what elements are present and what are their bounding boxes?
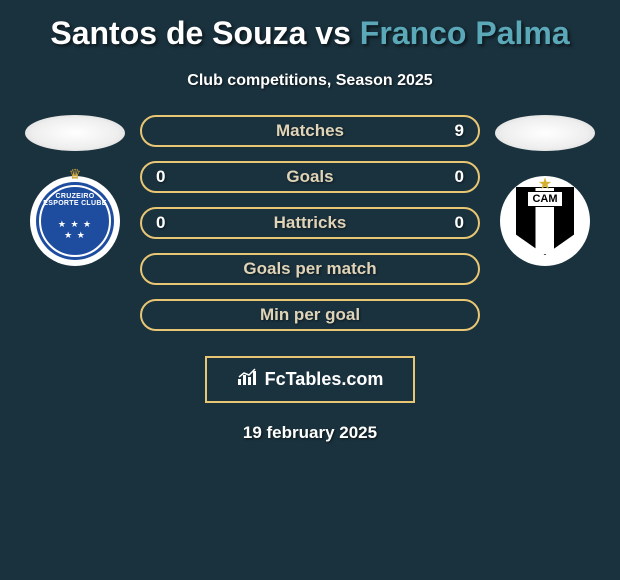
stat-bar-hattricks: 0 Hattricks 0 (140, 207, 480, 239)
stats-column: Matches 9 0 Goals 0 0 Hattricks 0 Goals … (140, 115, 480, 331)
player2-name: Franco Palma (360, 15, 570, 51)
chart-icon (237, 368, 259, 391)
stat-label: Goals per match (243, 259, 376, 279)
stat-label: Matches (276, 121, 344, 141)
stat-label: Min per goal (260, 305, 360, 325)
stat-bar-matches: Matches 9 (140, 115, 480, 147)
player2-avatar-placeholder (495, 115, 595, 151)
brand-text: FcTables.com (265, 369, 384, 390)
subtitle: Club competitions, Season 2025 (187, 72, 432, 90)
brand-box: FcTables.com (205, 356, 416, 403)
date-text: 19 february 2025 (243, 423, 377, 443)
stat-label: Goals (286, 167, 333, 187)
cruzeiro-crest: ♛ ★ ★ ★★ ★ (30, 176, 120, 266)
main-row: ♛ ★ ★ ★★ ★ Matches 9 0 Goals 0 0 Hattric… (0, 115, 620, 331)
vs-text: vs (315, 15, 351, 51)
cruzeiro-inner: ★ ★ ★★ ★ (39, 185, 111, 257)
stat-label: Hattricks (274, 213, 347, 233)
atletico-shield: CAM (516, 187, 574, 255)
stat-right: 0 (434, 167, 464, 187)
crown-icon: ♛ (69, 166, 82, 183)
stat-bar-goals: 0 Goals 0 (140, 161, 480, 193)
left-column: ♛ ★ ★ ★★ ★ (25, 115, 125, 266)
right-column: ★ CAM (495, 115, 595, 266)
player1-name: Santos de Souza (50, 15, 306, 51)
player1-avatar-placeholder (25, 115, 125, 151)
stat-bar-min-per-goal: Min per goal (140, 299, 480, 331)
stat-right: 0 (434, 213, 464, 233)
cruzeiro-stars: ★ ★ ★★ ★ (41, 219, 109, 241)
stat-right: 9 (434, 121, 464, 141)
stat-left: 0 (156, 167, 186, 187)
stat-left: 0 (156, 213, 186, 233)
stat-bar-goals-per-match: Goals per match (140, 253, 480, 285)
atletico-crest: ★ CAM (500, 176, 590, 266)
infographic-container: Santos de Souza vs Franco Palma Club com… (0, 0, 620, 453)
star-icon: ★ (538, 174, 552, 194)
page-title: Santos de Souza vs Franco Palma (50, 15, 569, 52)
